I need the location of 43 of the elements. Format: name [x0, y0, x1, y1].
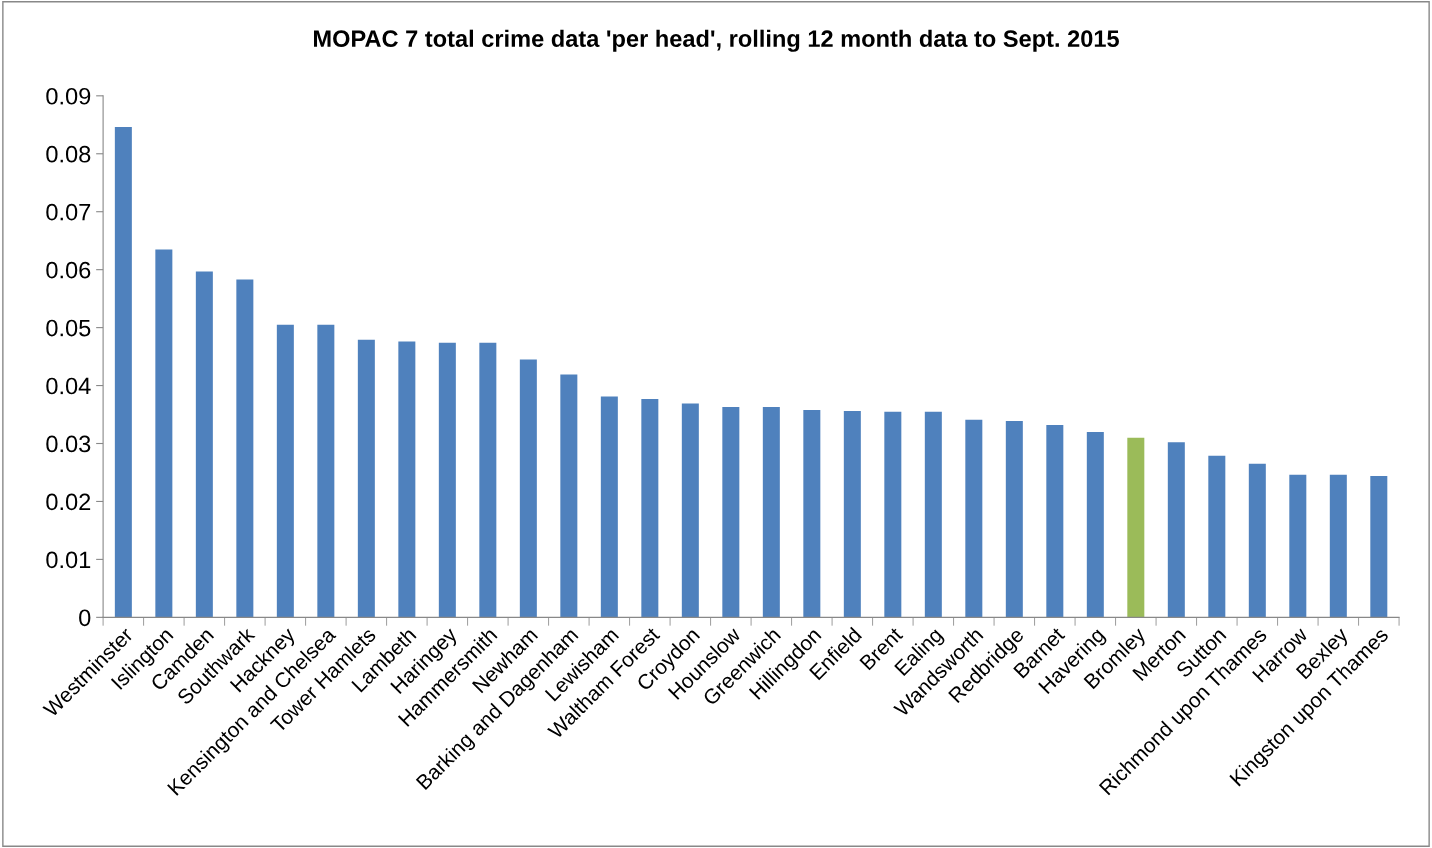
- y-tick-label: 0.07: [46, 203, 91, 221]
- y-tick-label: 0.09: [46, 87, 91, 105]
- bar: [195, 271, 213, 618]
- bar: [641, 398, 659, 618]
- bar: [762, 407, 780, 618]
- bar: [155, 249, 173, 618]
- y-tick-label: 0.04: [46, 377, 91, 395]
- bar: [965, 419, 983, 618]
- bar: [317, 324, 335, 618]
- y-tick-label: 0.05: [46, 319, 91, 337]
- bar: [803, 409, 821, 618]
- bar: [236, 279, 254, 618]
- y-tick-label: 0.06: [46, 261, 91, 279]
- bar: [1005, 420, 1023, 618]
- y-tick-label: 0.08: [46, 145, 91, 163]
- bar: [1046, 424, 1064, 618]
- bar: [438, 342, 456, 618]
- y-tick-label: 0.01: [46, 551, 91, 569]
- bar: [1289, 474, 1307, 618]
- y-tick-label: 0.02: [46, 493, 91, 511]
- bar: [398, 341, 416, 618]
- bar: [600, 396, 618, 618]
- bar: [479, 342, 497, 618]
- bar: [722, 407, 740, 618]
- bar: [681, 403, 699, 618]
- bar: [1370, 475, 1388, 618]
- bar: [1208, 455, 1226, 618]
- y-tick-label: 0: [79, 609, 91, 627]
- y-tick-label: 0.03: [46, 435, 91, 453]
- bar: [1167, 442, 1185, 618]
- bar: [114, 127, 132, 618]
- bar: [924, 411, 942, 618]
- bar: [276, 324, 294, 618]
- bar: [843, 411, 861, 618]
- bar: [1329, 474, 1347, 618]
- chart-title: MOPAC 7 total crime data 'per head', rolling 12 month data to Sept. 2015: [314, 29, 1119, 52]
- bar: [1248, 463, 1266, 618]
- bar: [884, 411, 902, 618]
- bar: [357, 339, 375, 618]
- bar: [519, 359, 537, 618]
- bar: [560, 374, 578, 618]
- bar: [1086, 431, 1104, 618]
- bar: [1127, 437, 1145, 618]
